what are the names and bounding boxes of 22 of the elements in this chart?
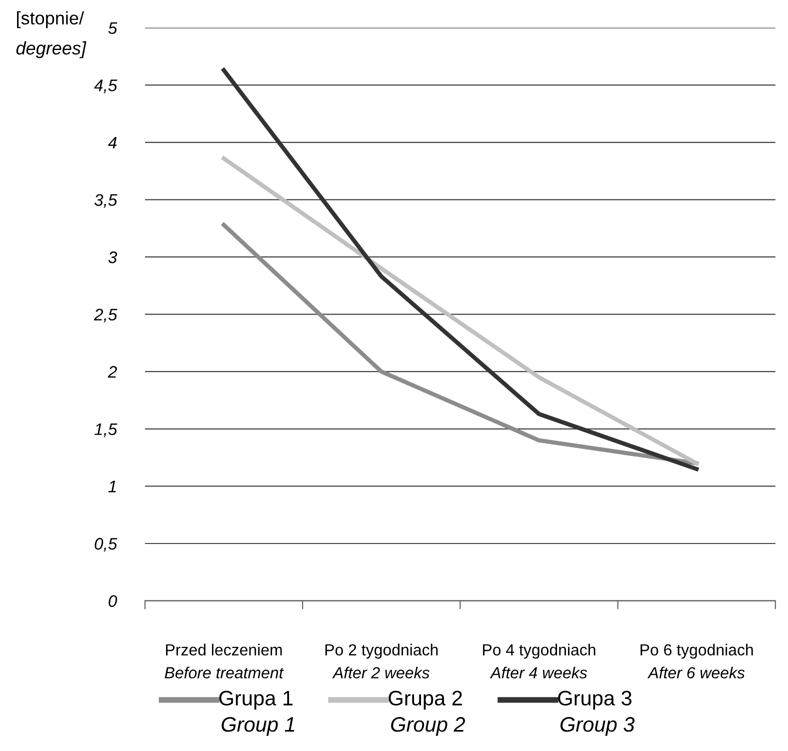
line-series bbox=[222, 156, 699, 466]
y-tick-label: 4,5 bbox=[94, 80, 118, 94]
legend-label: Grupa 2 Group 2 bbox=[388, 690, 466, 736]
y-tick-label: 3 bbox=[108, 251, 118, 264]
line-series bbox=[222, 222, 699, 466]
x-tick-label: Po 6 tygodniach After 6 weeks bbox=[640, 644, 753, 678]
x-tick-label: Po 4 tygodniach After 4 weeks bbox=[483, 644, 596, 678]
y-tick-label: 2,5 bbox=[94, 308, 118, 322]
y-tick-label: 5 bbox=[108, 22, 118, 34]
y-axis-title: [stopnie/ degrees] bbox=[16, 11, 86, 58]
legend-label: Grupa 3 Group 3 bbox=[558, 690, 635, 736]
legend-label: Grupa 1 Group 1 bbox=[219, 690, 294, 736]
line-series bbox=[222, 68, 699, 472]
y-tick-label: 0,5 bbox=[94, 538, 118, 552]
y-tick-label: 1,5 bbox=[94, 423, 118, 438]
y-tick-label: 4 bbox=[108, 136, 117, 148]
x-tick-label: Przed leczeniem Before treatment bbox=[164, 644, 284, 678]
y-tick-label: 1 bbox=[108, 480, 116, 492]
y-tick-label: 2 bbox=[108, 366, 117, 378]
x-tick-label: Po 2 tygodniach After 2 weeks bbox=[325, 644, 438, 678]
y-tick-label: 0 bbox=[108, 595, 118, 608]
y-tick-label: 3,5 bbox=[94, 194, 118, 208]
